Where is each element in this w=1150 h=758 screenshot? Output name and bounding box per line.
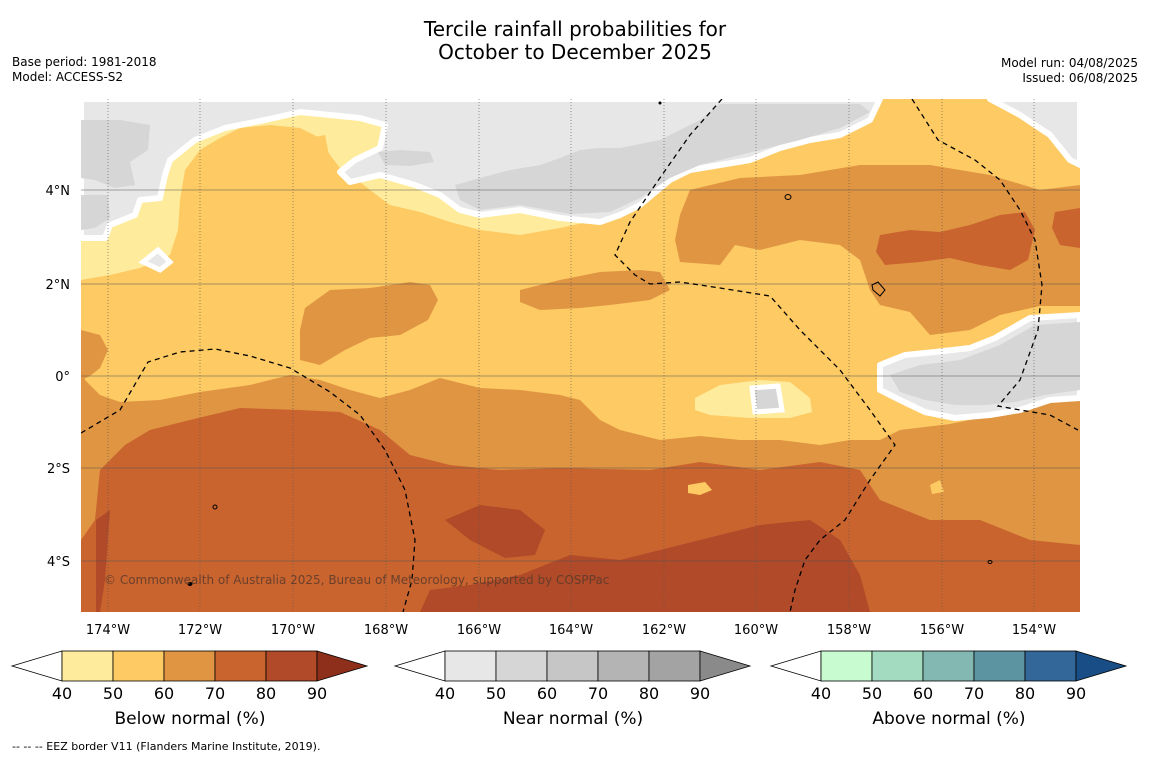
colorbar-tick-label: 50 xyxy=(862,684,882,703)
below-80-patch-south xyxy=(420,520,870,612)
title-line-2: October to December 2025 xyxy=(438,40,712,64)
lat-label-4n: 4°N xyxy=(46,184,71,199)
colorbar-tick-label: 60 xyxy=(913,684,933,703)
lon-label: 154°W xyxy=(1012,623,1056,638)
colorbar: 40 50 60 70 80 90 xyxy=(769,650,1128,703)
colorbar-over-triangle xyxy=(1075,650,1128,682)
colorbar-tick-label: 70 xyxy=(205,684,225,703)
colorbar-cell xyxy=(820,650,873,682)
colorbar-cell xyxy=(112,650,165,682)
lon-label: 164°W xyxy=(549,623,593,638)
colorbar-cell xyxy=(163,650,216,682)
model-name: Model: ACCESS-S2 xyxy=(12,70,124,84)
lon-label: 170°W xyxy=(271,623,315,638)
colorbar-cell xyxy=(648,650,701,682)
lon-labels: 174°W 172°W 170°W 168°W 166°W 164°W 162°… xyxy=(86,623,1056,638)
title-line-1: Tercile rainfall probabilities for xyxy=(423,17,727,41)
lon-label: 168°W xyxy=(364,623,408,638)
lat-labels: 4°N 2°N 0° 2°S 4°S xyxy=(46,184,71,570)
base-period: Base period: 1981-2018 xyxy=(12,55,157,69)
colorbar-tick-label: 40 xyxy=(52,684,72,703)
colorbar-under-triangle xyxy=(393,650,446,682)
colorbar-tick-label: 50 xyxy=(103,684,123,703)
colorbar-tick-label: 80 xyxy=(256,684,276,703)
colorbar-cell xyxy=(1024,650,1077,682)
colorbar-cell xyxy=(495,650,548,682)
lon-label: 160°W xyxy=(734,623,778,638)
islands xyxy=(187,101,993,586)
colorbar: 40 50 60 70 80 90 xyxy=(10,650,369,703)
eez-footnote: -- -- -- EEZ border V11 (Flanders Marine… xyxy=(12,740,321,753)
issued-date: Issued: 06/08/2025 xyxy=(1022,71,1138,85)
lat-label-2n: 2°N xyxy=(46,278,71,293)
colorbar-tick-label: 90 xyxy=(307,684,327,703)
colorbar-cell xyxy=(546,650,599,682)
below-80-patch-east xyxy=(876,212,1035,270)
colorbar-caption-below: Below normal (%) xyxy=(114,709,266,729)
colorbar-cell xyxy=(444,650,497,682)
colorbar-cell xyxy=(214,650,267,682)
colorbar-under-triangle xyxy=(769,650,822,682)
colorbar-cell xyxy=(973,650,1026,682)
colorbar-caption-near: Near normal (%) xyxy=(502,709,644,729)
lat-label-0: 0° xyxy=(55,370,70,385)
below-50-island xyxy=(185,135,330,240)
lon-label: 162°W xyxy=(642,623,686,638)
below-60-patch-north-east xyxy=(520,270,670,310)
colorbar-tick-label: 60 xyxy=(537,684,557,703)
colorbar-tick-label: 80 xyxy=(639,684,659,703)
graticule xyxy=(81,99,1080,612)
near-normal-northeast xyxy=(987,99,1080,168)
colorbar: 40 50 60 70 80 90 xyxy=(393,650,752,703)
probability-field: © Commonwealth of Australia 2025, Bureau… xyxy=(81,99,1080,612)
eez-borders xyxy=(81,99,1079,612)
colorbar-over-triangle xyxy=(316,650,369,682)
near-normal-patch-central xyxy=(749,383,785,415)
model-run: Model run: 04/08/2025 xyxy=(1000,56,1138,70)
lat-label-4s: 4°S xyxy=(47,555,70,570)
below-60-patch-north-west xyxy=(300,282,438,365)
colorbar-cell xyxy=(922,650,975,682)
near-normal-east-darker xyxy=(890,322,1080,405)
colorbar-tick-label: 40 xyxy=(435,684,455,703)
below-80-patch-east-edge xyxy=(1052,208,1080,248)
lon-label: 172°W xyxy=(178,623,222,638)
colorbar-tick-label: 90 xyxy=(1066,684,1086,703)
lon-label: 174°W xyxy=(86,623,130,638)
colorbar-tick-label: 40 xyxy=(811,684,831,703)
colorbar-over-triangle xyxy=(699,650,752,682)
colorbar-tick-label: 60 xyxy=(154,684,174,703)
lon-label: 166°W xyxy=(457,623,501,638)
below-60-patch-south-east xyxy=(1025,460,1080,488)
near-normal-north-darker xyxy=(81,104,870,230)
colorbars: 40 50 60 70 80 90 40 50 60 70 80 90 40 50 60 70 80 90 xyxy=(10,650,1128,703)
colorbar-tick-label: 90 xyxy=(690,684,710,703)
lon-label: 158°W xyxy=(827,623,871,638)
near-normal-patch-west xyxy=(138,246,174,273)
colorbar-cell xyxy=(61,650,114,682)
colorbar-tick-label: 50 xyxy=(486,684,506,703)
colorbar-caption-above: Above normal (%) xyxy=(872,709,1026,729)
below-60-patch-west xyxy=(81,330,108,380)
colorbar-under-triangle xyxy=(10,650,63,682)
colorbar-tick-label: 70 xyxy=(588,684,608,703)
meta-right: Model run: 04/08/2025 Issued: 06/08/2025 xyxy=(1001,56,1138,86)
meta-left: Base period: 1981-2018 Model: ACCESS-S2 xyxy=(12,55,157,85)
copyright-notice: © Commonwealth of Australia 2025, Bureau… xyxy=(104,573,609,587)
lat-label-2s: 2°S xyxy=(47,462,70,477)
colorbar-cell xyxy=(871,650,924,682)
colorbar-cell xyxy=(597,650,650,682)
colorbar-cell xyxy=(265,650,318,682)
lon-label: 156°W xyxy=(920,623,964,638)
map-title: Tercile rainfall probabilities for Octob… xyxy=(0,18,1150,64)
below-80-patch-mid xyxy=(445,505,545,558)
colorbar-tick-label: 80 xyxy=(1015,684,1035,703)
colorbar-tick-label: 70 xyxy=(964,684,984,703)
